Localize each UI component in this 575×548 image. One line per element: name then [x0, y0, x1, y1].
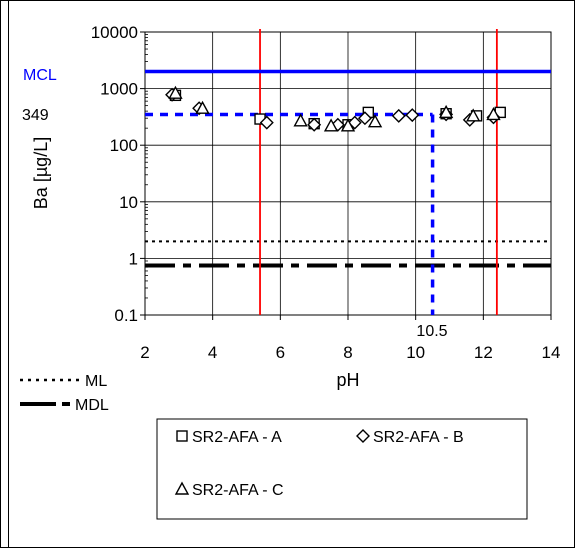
- x-tick-label: 14: [542, 343, 561, 362]
- y-tick-label: 10: [119, 193, 138, 212]
- data-point-triangle: [195, 100, 210, 114]
- data-point-triangle: [168, 85, 183, 99]
- gridlines: [140, 31, 552, 320]
- y-tick-label: 1: [129, 249, 138, 268]
- x-tick-label: 12: [474, 343, 493, 362]
- legend-marker-square: [176, 430, 188, 442]
- ml-legend-label: ML: [85, 373, 107, 390]
- mdl-legend-label: MDL: [75, 397, 109, 414]
- data-point-diamond: [391, 108, 406, 123]
- target-value-label: 349: [22, 107, 49, 124]
- data-point-triangle: [340, 118, 356, 132]
- y-tick-label: 1000: [100, 80, 138, 99]
- data-point-triangle: [293, 113, 308, 127]
- y-tick-label: 100: [110, 136, 138, 155]
- data-point-diamond: [405, 108, 420, 123]
- data-point-triangle: [466, 108, 481, 122]
- x-tick-label: 8: [343, 343, 352, 362]
- data-point-triangle: [438, 104, 454, 119]
- data-points: [165, 85, 506, 132]
- data-point-diamond: [330, 117, 345, 132]
- legend-label: SR2-AFA - C: [192, 482, 284, 499]
- y-tick-label: 0.1: [114, 306, 138, 325]
- x-tick-label: 2: [140, 343, 149, 362]
- data-point-diamond: [259, 115, 274, 130]
- data-point-triangle: [367, 114, 383, 128]
- data-point-diamond: [307, 117, 322, 132]
- legend-label: SR2-AFA - B: [373, 429, 464, 446]
- y-tick-label: 10000: [91, 23, 138, 42]
- tick-labels: 2 4 6 8 10 12 14 0.1 1 10 100 1000 10000: [91, 23, 561, 362]
- legend-marker-diamond: [356, 429, 370, 443]
- data-point-triangle: [486, 106, 501, 121]
- x-tick-label: 6: [276, 343, 285, 362]
- x-tick-label: 4: [208, 343, 217, 362]
- mcl-label: MCL: [23, 67, 57, 84]
- x-tick-label: 10: [406, 343, 425, 362]
- figure-left-border: [8, 0, 9, 548]
- x-axis-label: pH: [336, 370, 359, 390]
- reference-lines: [145, 29, 551, 315]
- data-point-diamond: [357, 111, 372, 126]
- target-ph-label: 10.5: [416, 323, 447, 340]
- legend-marker-triangle: [174, 481, 190, 495]
- series-legend-box: [156, 418, 528, 520]
- data-point-triangle: [323, 118, 339, 132]
- series-legend-items: SR2-AFA - A SR2-AFA - B SR2-AFA - C: [174, 429, 464, 499]
- legend-label: SR2-AFA - A: [192, 429, 282, 446]
- y-axis-label: Ba [µg/L]: [31, 137, 51, 209]
